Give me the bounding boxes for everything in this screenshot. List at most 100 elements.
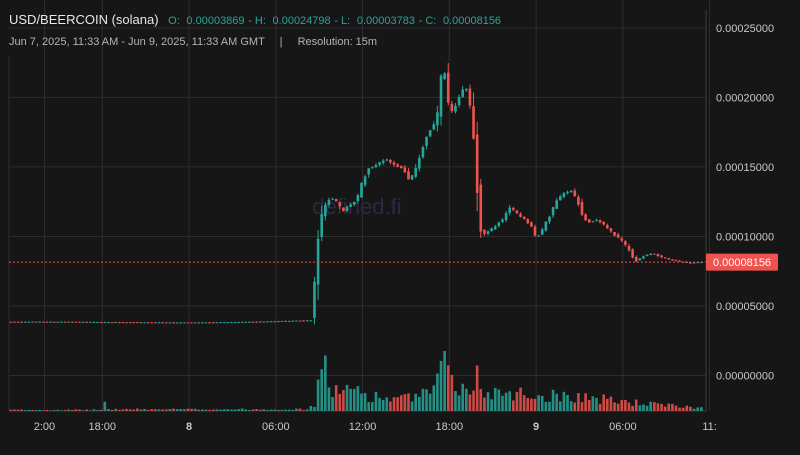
candle-body (132, 322, 136, 324)
volume-bar (92, 409, 96, 411)
volume-bar (371, 402, 374, 411)
volume-bar (638, 405, 642, 411)
volume-bar (425, 389, 428, 411)
volume-bar (136, 408, 139, 411)
candle-body (99, 322, 103, 324)
candle-body (389, 159, 392, 163)
candle-body (226, 322, 230, 324)
candle-body (472, 106, 475, 139)
volume-bar (577, 393, 580, 411)
volume-bar (479, 389, 483, 411)
candle-body (34, 321, 38, 323)
candle-body (320, 214, 324, 237)
volume-bar (331, 397, 334, 411)
volume-bar (45, 409, 49, 411)
candle-body (443, 73, 446, 79)
volume-bar (248, 409, 251, 411)
candle-body (273, 321, 277, 323)
candle-body (269, 321, 273, 323)
candle-body (193, 322, 197, 324)
volume-bar (31, 409, 34, 411)
candle-body (277, 321, 280, 323)
ohlc-legend: USD/BEERCOIN (solana) O: 0.00003869 - H:… (9, 12, 501, 48)
candle-body (96, 321, 99, 323)
candle-body (562, 192, 566, 198)
price-axis[interactable]: 0.00025000 0.00020000 0.00015000 0.00010000… (716, 23, 774, 383)
candle-body (483, 229, 486, 234)
time-tick-label: 06:00 (262, 421, 290, 433)
volume-bars (9, 351, 703, 411)
candle-body (121, 322, 125, 324)
candle-body (60, 321, 63, 323)
candle-body (591, 221, 595, 223)
candle-body (52, 321, 56, 323)
volume-bar (381, 399, 385, 411)
time-tick-label: 9 (533, 421, 539, 433)
volume-bar (461, 383, 465, 411)
candle-body (367, 168, 371, 175)
candle-body (9, 321, 13, 323)
candle-body (548, 216, 551, 222)
volume-bar (483, 397, 486, 411)
candle-body (349, 204, 352, 207)
candle-body (157, 322, 161, 324)
volume-bar (454, 391, 457, 411)
candle-body (642, 256, 645, 259)
candle-body (631, 249, 634, 258)
volume-bar (154, 409, 157, 411)
volume-bar (309, 405, 313, 411)
time-axis[interactable]: 2:00 18:00 8 06:00 12:00 18:00 9 06:00 11: (34, 421, 717, 433)
volume-bar (363, 392, 367, 411)
volume-bar (132, 409, 136, 411)
volume-bar (240, 408, 244, 411)
candle-body (42, 321, 45, 323)
volume-bar (121, 409, 125, 411)
candle-body (493, 226, 497, 230)
volume-bar (407, 393, 410, 411)
separator-1: - (248, 15, 255, 27)
volume-bar (107, 408, 110, 411)
volume-bar (143, 408, 146, 411)
volume-bar (316, 379, 320, 411)
candle-body (627, 246, 631, 251)
volume-bar (161, 409, 164, 411)
volume-bar (244, 409, 248, 411)
volume-bar (356, 386, 360, 411)
candle-body (280, 320, 284, 322)
volume-bar (559, 401, 562, 411)
volume-bar (349, 388, 352, 411)
volume-bar (233, 409, 237, 411)
volume-bar (627, 402, 631, 411)
candle-body (258, 321, 262, 323)
volume-bar (493, 387, 497, 411)
volume-bar (327, 387, 331, 411)
candle-body (215, 322, 219, 324)
volume-bar (501, 395, 504, 411)
volume-bar (60, 410, 63, 411)
candle-body (515, 210, 519, 214)
candles (9, 63, 703, 325)
volume-bar (689, 406, 692, 411)
volume-bar (20, 409, 23, 411)
close-label: C: (425, 15, 436, 27)
candle-body (172, 322, 175, 324)
volume-bar (67, 409, 70, 411)
volume-bar (13, 409, 16, 411)
volume-bar (262, 409, 266, 411)
volume-bar (157, 409, 161, 411)
candle-body (345, 206, 349, 211)
volume-bar (392, 397, 396, 411)
candle-body (23, 321, 27, 323)
candle-body (331, 198, 334, 200)
candle-body (533, 226, 537, 236)
candle-body (164, 322, 168, 324)
candle-body (251, 321, 255, 323)
candle-body (284, 320, 287, 322)
candle-body (587, 219, 591, 223)
candle-body (457, 96, 461, 106)
time-tick-label: 11: (702, 421, 716, 433)
volume-bar (512, 400, 515, 411)
candle-body (656, 254, 660, 256)
